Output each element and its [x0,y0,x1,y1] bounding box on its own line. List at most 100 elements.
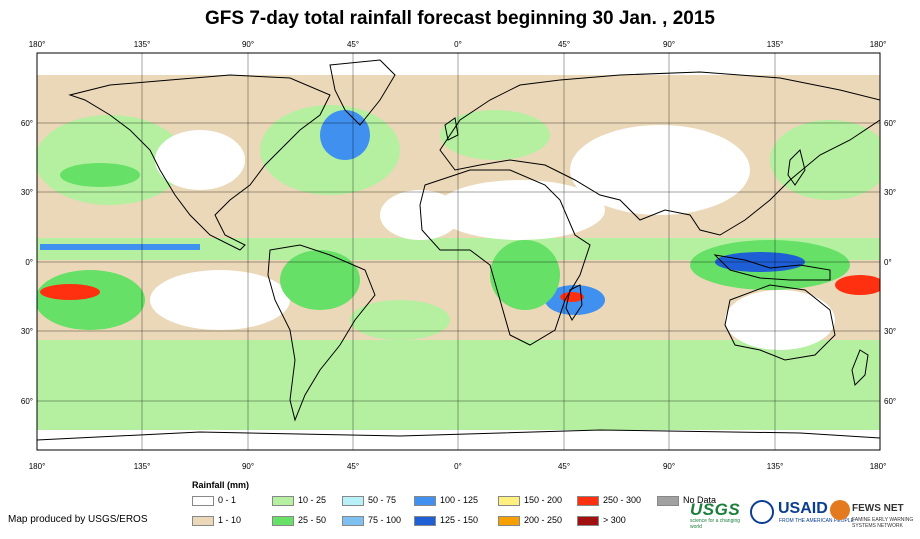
lat-tick-left: 60° [21,397,33,406]
lon-tick-top: 135° [767,40,784,49]
usgs-logo: USGS science for a changing world [690,500,748,530]
legend-label: 150 - 200 [524,495,563,505]
legend-swatch [192,515,214,526]
rain-na-dry [155,130,245,190]
graticule [37,53,880,450]
legend-item: 125 - 150 [414,514,478,526]
legend-label: 75 - 100 [368,515,402,525]
rain-south-ocean-band [37,340,880,430]
rain-asia-dry [570,125,750,215]
legend-label: 25 - 50 [298,515,327,525]
map-title: GFS 7-day total rainfall forecast beginn… [205,8,715,29]
rain-amazon [280,250,360,310]
lon-tick-bottom: 45° [347,462,359,471]
legend-item: 10 - 25 [272,494,326,506]
rain-south-pacific [37,270,145,330]
lon-ticks-top: 180° 135° 90° 45° 0° 45° 90° 135° 180° [29,40,887,49]
coastlines [37,59,880,441]
lon-tick-bottom: 90° [242,462,254,471]
legend-swatch [498,515,520,526]
legend-label: 250 - 300 [603,495,642,505]
fews-net-icon [830,500,850,520]
lat-tick-left: 0° [25,258,33,267]
lon-tick-bottom: 180° [870,462,887,471]
legend-swatch [657,495,679,506]
indonesia-outline [713,254,831,281]
lon-tick-bottom: 90° [663,462,675,471]
lon-tick-top: 180° [870,40,887,49]
lon-tick-bottom: 135° [767,462,784,471]
rain-west-pacific [770,120,880,200]
lat-tick-left: 30° [21,188,33,197]
legend-label: 0 - 1 [218,495,237,505]
antarctica-outline [37,429,880,441]
map-frame [36,52,881,451]
rain-itcz-core [40,244,200,250]
legend-item: 75 - 100 [342,514,401,526]
eurasia-outline [439,71,880,236]
greenland-outline [329,59,396,126]
legend-label: 125 - 150 [440,515,479,525]
japan-outline [787,149,806,186]
rain-atlantic-dry [380,190,460,240]
lat-tick-left: 60° [21,119,33,128]
lat-tick-right: 30° [884,188,896,197]
legend-item: 1 - 10 [192,514,241,526]
lon-tick-top: 0° [454,40,462,49]
legend-title: Rainfall (mm) [192,480,250,490]
usaid-logo-text: USAID [778,500,828,517]
lon-tick-top: 90° [663,40,675,49]
fews-net-tagline: FAMINE EARLY WARNING SYSTEMS NETWORK [852,517,914,529]
legend-swatch [577,515,599,526]
fews-net-logo-text: FEWS NET [852,503,904,514]
lat-tick-right: 60° [884,397,896,406]
legend-item: 100 - 125 [414,494,478,506]
lat-tick-right: 60° [884,119,896,128]
legend-item: 50 - 75 [342,494,396,506]
legend-swatch [272,515,294,526]
rain-central-africa [490,240,560,310]
legend-item: 150 - 200 [498,494,562,506]
rain-north-africa-dry [435,180,605,240]
lon-tick-top: 135° [134,40,151,49]
lon-tick-top: 45° [558,40,570,49]
north-america-outline [68,74,331,251]
lat-tick-right: 30° [884,327,896,336]
lat-tick-right: 0° [884,258,892,267]
lon-ticks-bottom: 180° 135° 90° 45° 0° 45° 90° 135° 180° [29,462,887,471]
lat-ticks-left: 60° 30° 0° 30° 60° [21,119,33,406]
legend-item: > 300 [577,514,626,526]
legend-label: No Data [683,495,717,505]
legend-swatch [414,515,436,526]
legend-label: 10 - 25 [298,495,327,505]
legend-label: 200 - 250 [524,515,563,525]
rain-east-pacific-dry [150,270,290,330]
rain-south-atlantic [350,300,450,340]
lon-tick-bottom: 135° [134,462,151,471]
legend-item: No Data [657,494,716,506]
rain-spcz-heavy [835,275,880,295]
lon-tick-bottom: 45° [558,462,570,471]
legend-swatch [272,495,294,506]
lon-tick-bottom: 0° [454,462,462,471]
usgs-logo-text: USGS [690,500,741,519]
legend-swatch [414,495,436,506]
legend-swatch [577,495,599,506]
lon-tick-bottom: 180° [29,462,46,471]
south-america-outline [267,244,376,422]
rain-polar-north [37,53,880,75]
africa-outline [419,169,591,346]
legend-swatch [342,515,364,526]
usgs-tagline: science for a changing world [690,518,741,530]
lat-ticks-right: 60° 30° 0° 30° 60° [884,119,896,406]
usaid-tagline: FROM THE AMERICAN PEOPLE [779,518,854,524]
rain-europe [440,110,550,160]
lat-tick-left: 30° [21,327,33,336]
rain-australia-dry [725,290,835,350]
legend-label: 1 - 10 [218,515,242,525]
new-zealand-outline [851,349,869,387]
rain-south-pacific-heavy [40,284,100,300]
legend-swatch [342,495,364,506]
lon-tick-top: 45° [347,40,359,49]
